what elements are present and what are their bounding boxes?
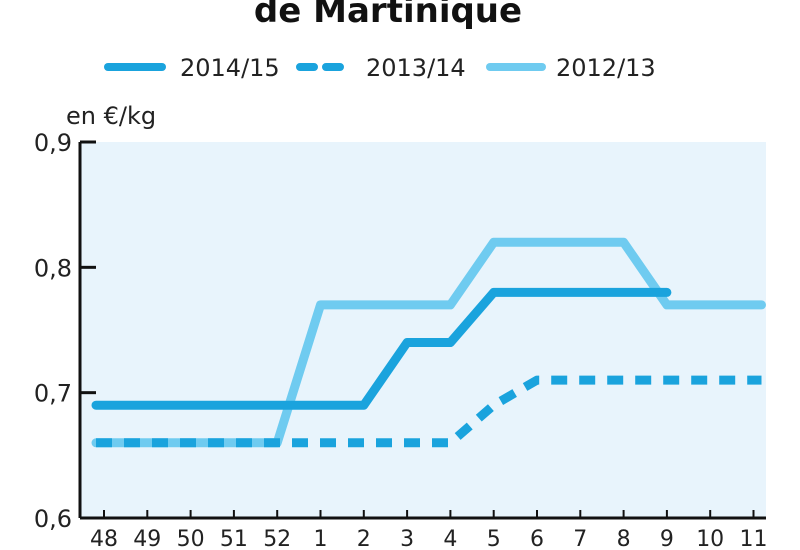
x-tick-label: 5 [487, 527, 501, 550]
x-tick-label: 11 [740, 527, 768, 550]
x-tick-label: 3 [400, 527, 414, 550]
x-tick-label: 7 [573, 527, 587, 550]
x-tick-label: 48 [90, 527, 118, 550]
x-tick-label: 51 [220, 527, 248, 550]
x-tick-label: 1 [314, 527, 328, 550]
legend-label-2014-15: 2014/15 [180, 54, 280, 82]
x-tick-label: 10 [696, 527, 724, 550]
plot-area [80, 142, 766, 518]
series-layer [91, 237, 766, 448]
legend-label-2012-13: 2012/13 [556, 54, 656, 82]
y-tick-label: 0,8 [34, 254, 72, 282]
x-tick-label: 52 [263, 527, 291, 550]
series-line-2014-15 [91, 287, 672, 410]
x-axis-ticks: 48 49 50 51 52 1 2 3 4 5 6 7 8 9 10 11 [90, 510, 768, 550]
x-tick-label: 49 [133, 527, 161, 550]
y-tick-label: 0,6 [34, 505, 72, 533]
x-tick-label: 8 [617, 527, 631, 550]
x-tick-label: 6 [530, 527, 544, 550]
chart-title: de Martinique [254, 0, 522, 31]
series-line-2013-14 [96, 375, 762, 448]
y-axis-ticks: 0,9 0,8 0,7 0,6 [34, 129, 96, 533]
legend-label-2013-14: 2013/14 [366, 54, 466, 82]
x-tick-label: 2 [357, 527, 371, 550]
x-tick-label: 4 [443, 527, 457, 550]
y-tick-label: 0,9 [34, 129, 72, 157]
y-tick-label: 0,7 [34, 380, 72, 408]
y-axis-unit-label: en €/kg [66, 102, 156, 130]
x-tick-label: 9 [660, 527, 674, 550]
x-tick-label: 50 [177, 527, 205, 550]
legend: 2014/15 2013/14 2012/13 [104, 54, 656, 82]
